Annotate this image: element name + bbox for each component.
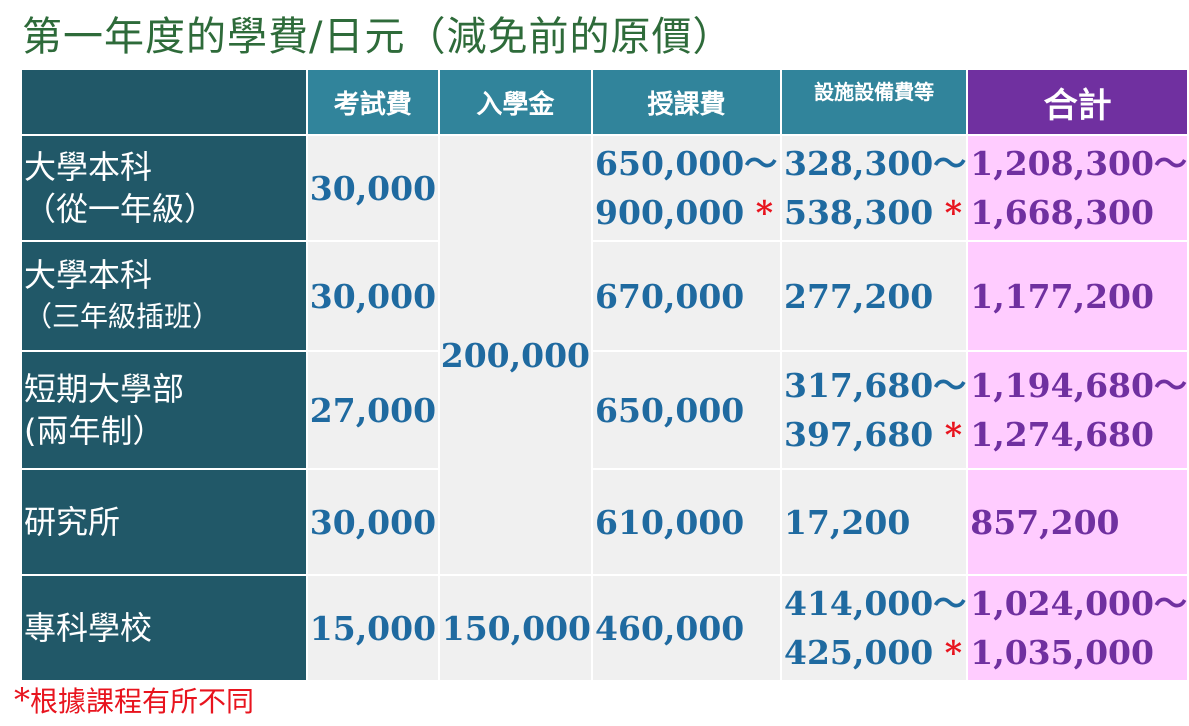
- tuition-cell: 670,000: [591, 240, 782, 352]
- exam-fee-cell: 30,000: [305, 240, 440, 352]
- table-row: 專科學校 15,000 150,000 460,000 414,000～ 425…: [20, 574, 1189, 682]
- header-facility-fee: 設施設備費等: [779, 68, 969, 136]
- total-range-end: 1,035,000: [970, 633, 1154, 672]
- exam-fee-cell: 30,000: [305, 134, 440, 242]
- asterisk-mark: *: [944, 193, 963, 232]
- row-label-vocational-school: 專科學校: [20, 574, 308, 682]
- row-label-line2: （從一年級）: [24, 190, 217, 228]
- facility-fee-cell: 317,680～ 397,680 *: [779, 350, 969, 470]
- total-range-start: 1,208,300～: [970, 144, 1187, 183]
- total-cell: 857,200: [966, 468, 1189, 576]
- total-range-start: 1,194,680～: [970, 366, 1187, 405]
- total-range-end: 1,668,300: [970, 193, 1154, 232]
- table-row: 大學本科 （三年級插班） 30,000 670,000 277,200 1,17…: [20, 240, 1189, 352]
- asterisk-mark: *: [944, 633, 963, 672]
- header-admission-fee: 入學金: [437, 68, 594, 136]
- header-tuition: 授課費: [591, 68, 782, 136]
- total-cell: 1,194,680～ 1,274,680: [966, 350, 1189, 470]
- tuition-cell: 650,000: [591, 350, 782, 470]
- shared-admission-fee-cell: 200,000: [437, 134, 594, 576]
- row-label-line1: 大學本科: [24, 148, 153, 186]
- total-cell: 1,177,200: [966, 240, 1189, 352]
- row-label-university: 大學本科 （從一年級）: [20, 134, 308, 242]
- page-title: 第一年度的學費/日元（減免前的原價）: [22, 14, 734, 60]
- exam-fee-cell: 15,000: [305, 574, 440, 682]
- table-row: 研究所 30,000 610,000 17,200 857,200: [20, 468, 1189, 576]
- header-row: 考試費 入學金 授課費 設施設備費等 合計: [20, 68, 1189, 136]
- facility-range-end-value: 425,000: [784, 633, 934, 672]
- asterisk-mark: *: [14, 681, 30, 719]
- facility-range-start: 414,000～: [784, 584, 967, 623]
- facility-fee-cell: 328,300～ 538,300 *: [779, 134, 969, 242]
- total-cell: 1,208,300～ 1,668,300: [966, 134, 1189, 242]
- exam-fee-cell: 30,000: [305, 468, 440, 576]
- tuition-range-start: 650,000～: [595, 144, 778, 183]
- facility-range-start: 317,680～: [784, 366, 967, 405]
- row-label-line2: (兩年制）: [24, 412, 165, 450]
- asterisk-mark: *: [755, 193, 774, 232]
- tuition-cell: 650,000～ 900,000 *: [591, 134, 782, 242]
- tuition-range-end-value: 900,000: [595, 193, 745, 232]
- row-label-line2: （三年級插班）: [24, 300, 221, 333]
- total-range-end: 1,274,680: [970, 415, 1154, 454]
- row-label-line1: 大學本科: [24, 256, 153, 294]
- facility-range-end: 538,300 *: [784, 188, 965, 237]
- row-label-graduate-school: 研究所: [20, 468, 308, 576]
- row-label-line1: 短期大學部: [24, 370, 185, 408]
- facility-fee-cell: 277,200: [779, 240, 969, 352]
- facility-range-end-value: 538,300: [784, 193, 934, 232]
- facility-range-start: 328,300～: [784, 144, 967, 183]
- footnote-text: 根據課程有所不同: [30, 685, 255, 718]
- row-label-university-transfer: 大學本科 （三年級插班）: [20, 240, 308, 352]
- header-exam-fee: 考試費: [305, 68, 440, 136]
- asterisk-mark: *: [944, 415, 963, 454]
- tuition-table: 考試費 入學金 授課費 設施設備費等 合計 大學本科 （從一年級） 30,000…: [20, 68, 1189, 682]
- admission-fee-cell: 150,000: [437, 574, 594, 682]
- tuition-cell: 460,000: [591, 574, 782, 682]
- header-total: 合計: [966, 68, 1189, 136]
- tuition-cell: 610,000: [591, 468, 782, 576]
- total-range-start: 1,024,000～: [970, 584, 1187, 623]
- table-row: 大學本科 （從一年級） 30,000 200,000 650,000～ 900,…: [20, 134, 1189, 576]
- header-corner: [20, 68, 308, 136]
- facility-range-end: 397,680 *: [784, 410, 965, 459]
- total-cell: 1,024,000～ 1,035,000: [966, 574, 1189, 682]
- facility-fee-cell: 17,200: [779, 468, 969, 576]
- footnote: *根據課程有所不同: [14, 680, 254, 720]
- facility-range-end-value: 397,680: [784, 415, 934, 454]
- table-row: 短期大學部 (兩年制） 27,000 650,000 317,680～ 397,…: [20, 350, 1189, 470]
- row-label-junior-college: 短期大學部 (兩年制）: [20, 350, 308, 470]
- exam-fee-cell: 27,000: [305, 350, 440, 470]
- facility-fee-cell: 414,000～ 425,000 *: [779, 574, 969, 682]
- tuition-range-end: 900,000 *: [595, 188, 779, 237]
- facility-range-end: 425,000 *: [784, 628, 965, 677]
